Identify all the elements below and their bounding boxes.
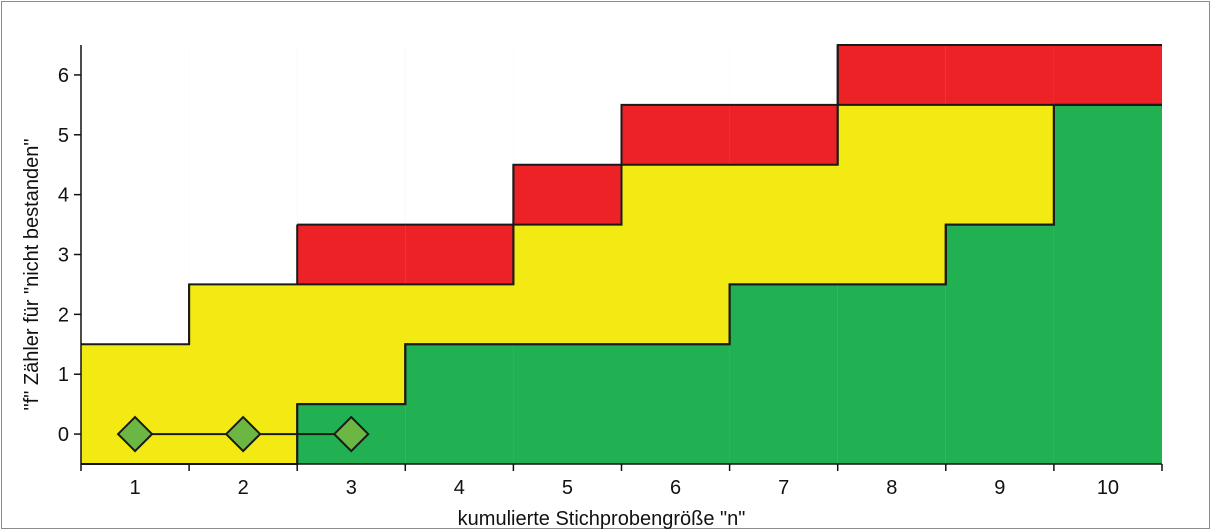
y-tick-label-4: 4: [58, 185, 69, 207]
x-tick-label-3: 3: [346, 477, 357, 499]
empty-region: [297, 45, 406, 225]
data-point-3: [332, 415, 370, 453]
x-tick-label-2: 2: [238, 477, 249, 499]
empty-region: [513, 45, 622, 165]
x-tick-label-8: 8: [886, 477, 897, 499]
y-tick-label-2: 2: [58, 304, 69, 326]
x-tick-label-4: 4: [454, 477, 465, 499]
accept-zone-col-9: [945, 224, 1054, 464]
x-axis-label: kumulierte Stichprobengröße "n": [458, 508, 746, 530]
accept-zone-col-7: [729, 284, 838, 464]
accept-zone-col-5: [513, 344, 622, 464]
zone-layer: [81, 44, 1162, 465]
x-tick-label-7: 7: [778, 477, 789, 499]
reject-zone-col-3: [297, 224, 406, 285]
x-tick-label-5: 5: [562, 477, 573, 499]
empty-region: [405, 45, 514, 225]
accept-zone-col-10: [1053, 104, 1162, 464]
y-tick-label-6: 6: [58, 65, 69, 87]
empty-region: [729, 45, 838, 105]
y-tick-label-0: 0: [58, 424, 69, 446]
reject-zone-col-9: [945, 45, 1054, 105]
y-axis-label: "f" Zähler für "nicht bestanden": [21, 139, 43, 411]
data-point-1: [116, 415, 154, 453]
reject-zone-col-6: [621, 104, 730, 165]
reject-zone-col-4: [405, 224, 514, 285]
accept-zone-col-8: [837, 284, 946, 464]
empty-region: [81, 45, 190, 345]
x-tick-label-6: 6: [670, 477, 681, 499]
y-tick-label-5: 5: [58, 125, 69, 147]
reject-zone-col-7: [729, 104, 838, 165]
x-tick-label-1: 1: [129, 477, 140, 499]
x-tick-label-10: 10: [1097, 477, 1119, 499]
data-point-2: [224, 415, 262, 453]
reject-upper-boundary: [297, 44, 1162, 226]
axes-layer: 0 1 2 3 4 5 6 1 2 3 4 5 6 7 8 9 10: [58, 45, 1163, 499]
reject-zone-col-8: [837, 45, 946, 105]
accept-zone-col-4: [405, 344, 514, 464]
accept-zone-col-6: [621, 344, 730, 464]
y-tick-label-3: 3: [58, 245, 69, 267]
reject-zone-col-10: [1053, 45, 1162, 105]
y-tick-label-1: 1: [58, 364, 69, 386]
series-layer: [116, 415, 370, 453]
empty-region: [621, 45, 730, 105]
x-tick-label-9: 9: [994, 477, 1005, 499]
reject-zone-col-5: [513, 164, 622, 225]
empty-region: [189, 45, 298, 285]
